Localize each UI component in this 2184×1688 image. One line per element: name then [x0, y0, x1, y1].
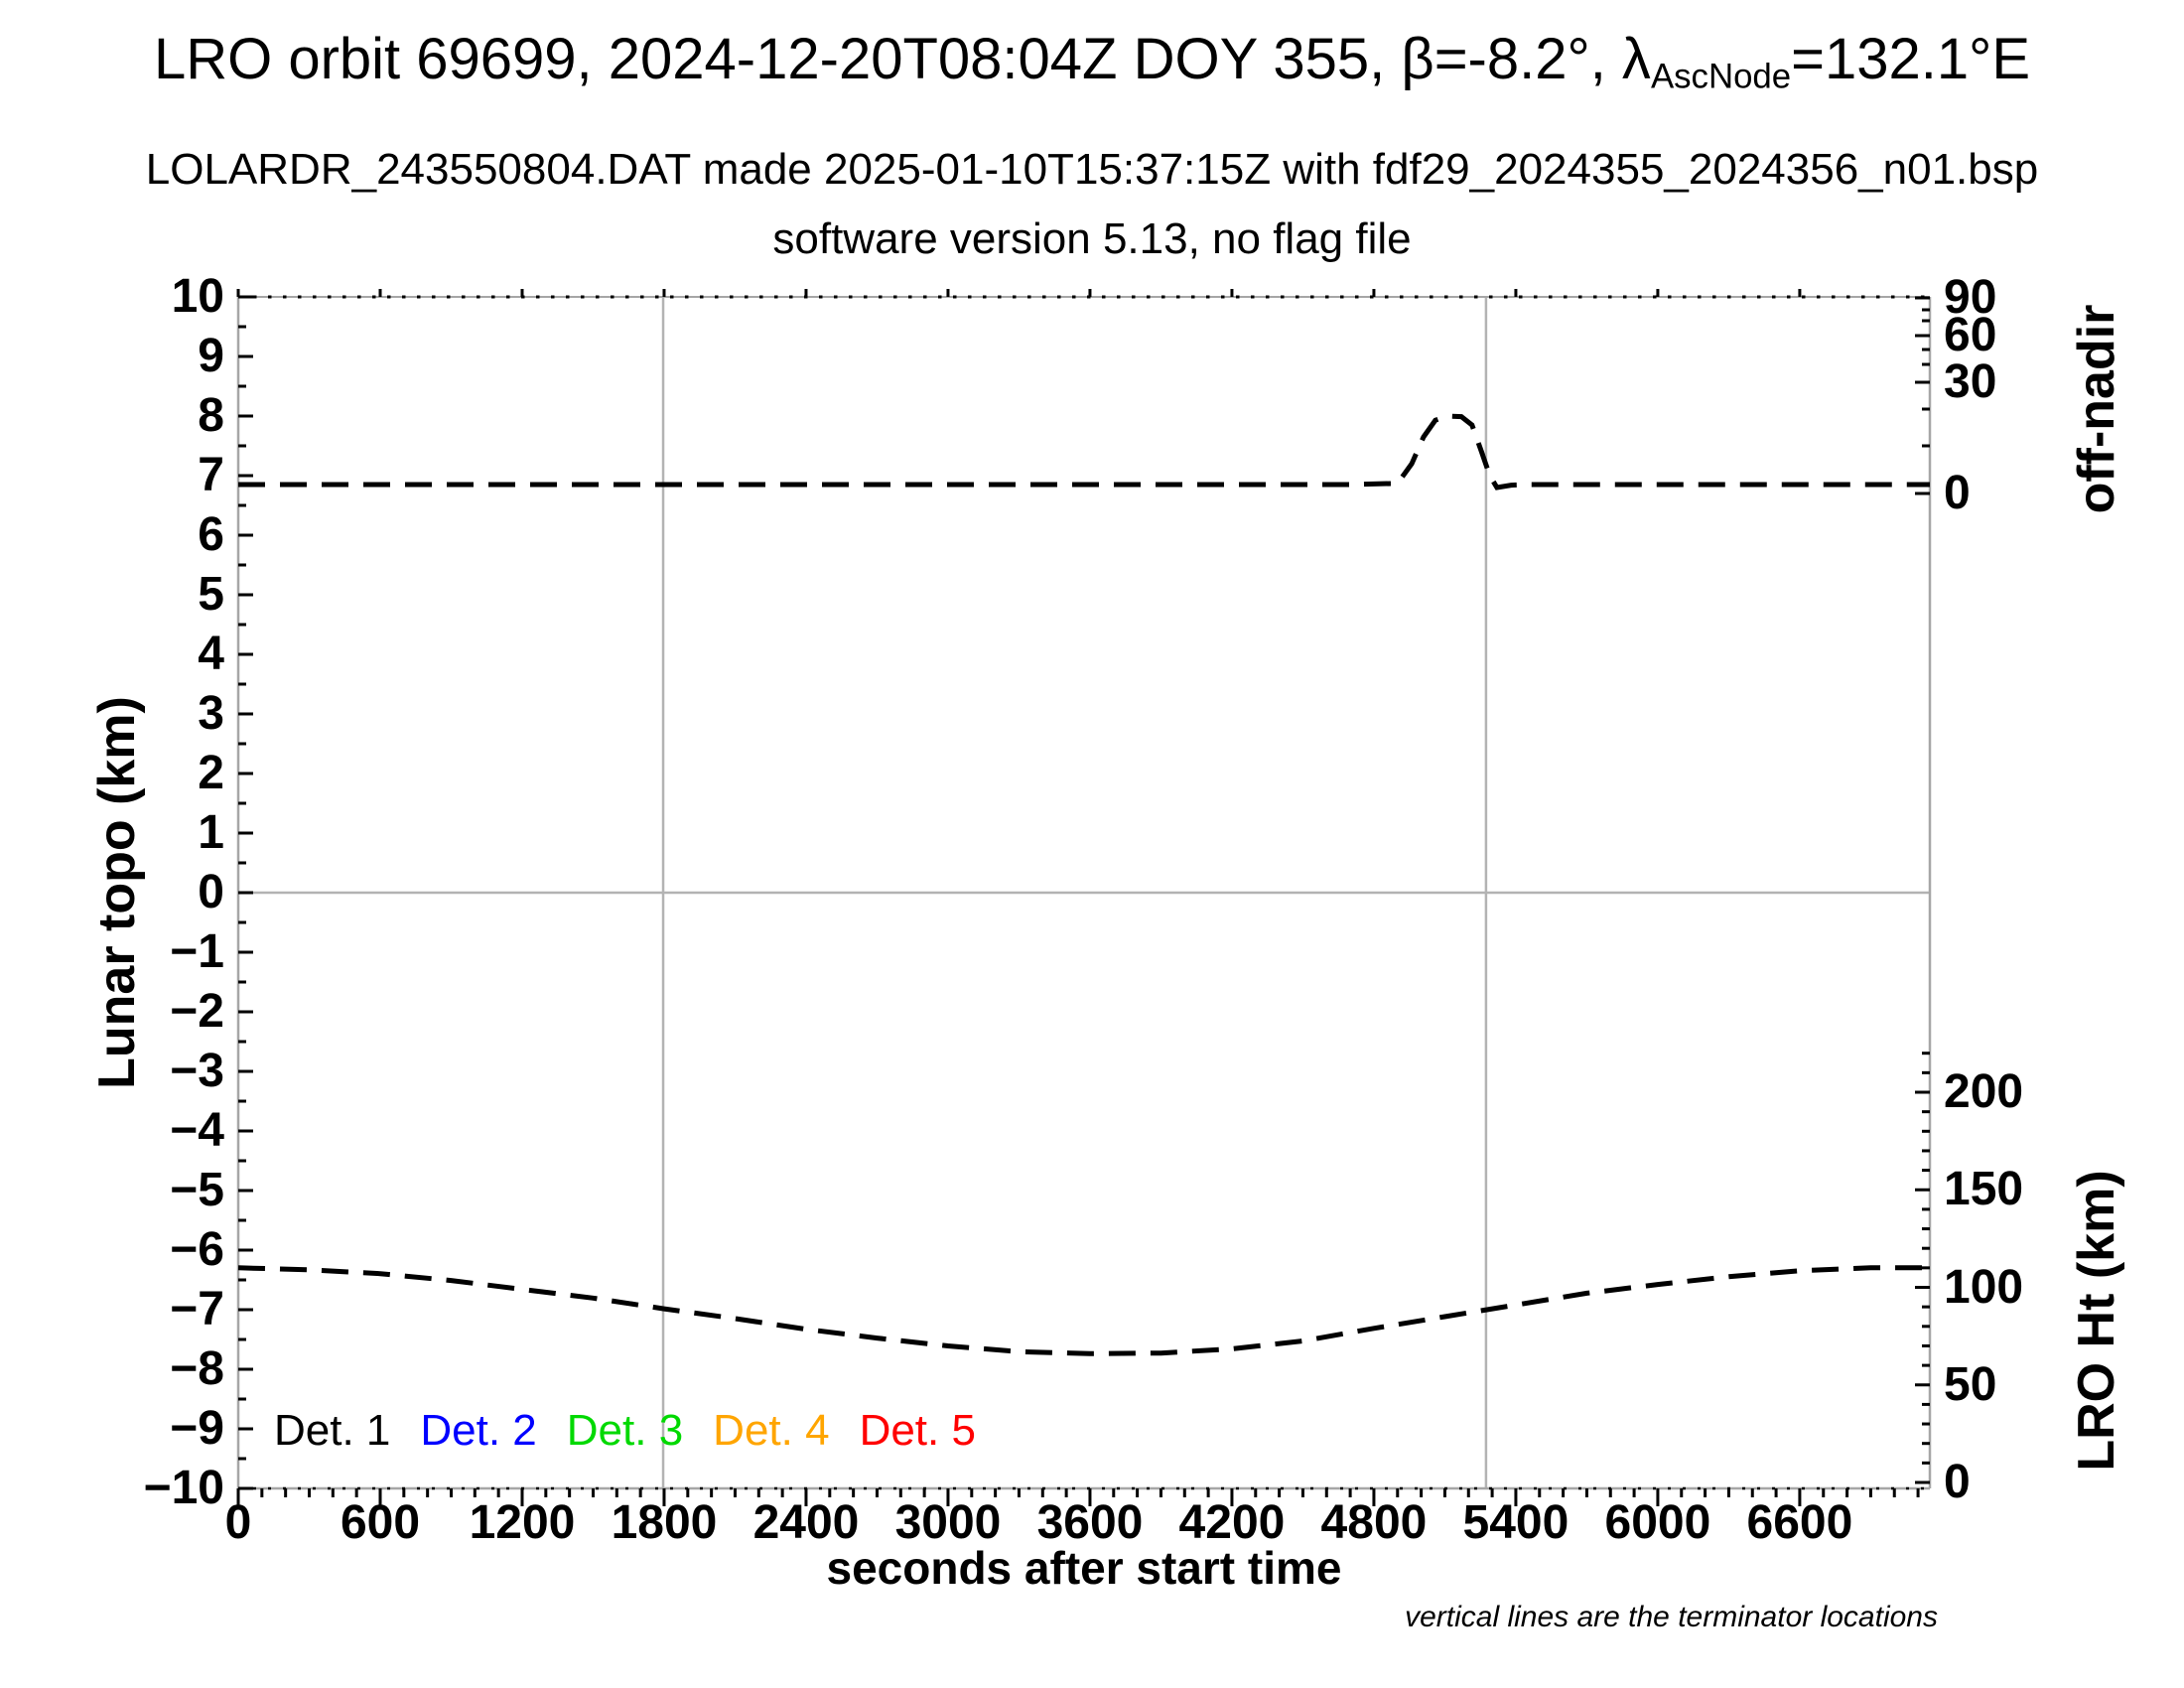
topo-tick-label: 4	[198, 628, 224, 680]
topo-tick-label: −6	[170, 1223, 224, 1276]
topo-tick-label: −3	[170, 1045, 224, 1097]
x-axis-title: seconds after start time	[826, 1542, 1342, 1594]
detector-legend: Det. 1 Det. 2 Det. 3 Det. 4 Det. 5	[274, 1406, 976, 1456]
x-tick-label: 0	[224, 1496, 252, 1549]
terminator-note: vertical lines are the terminator locati…	[1405, 1601, 1938, 1633]
legend-item-det-4: Det. 4	[713, 1406, 830, 1455]
lro-ht-tick-label: 50	[1944, 1357, 1997, 1411]
lro-ht-tick-label: 200	[1944, 1065, 2024, 1118]
lro-ht-tick-label: 0	[1944, 1456, 1971, 1508]
topo-tick-label: −9	[170, 1402, 224, 1455]
plot-subtitle-software: software version 5.13, no flag file	[772, 214, 1412, 263]
plot-title: LRO orbit 69699, 2024-12-20T08:04Z DOY 3…	[0, 26, 2184, 97]
off-nadir-curve	[238, 413, 1930, 491]
legend-item-det-2: Det. 2	[420, 1406, 537, 1455]
topo-tick-label: 9	[198, 330, 224, 382]
lro-ht-tick-label: 150	[1944, 1163, 2024, 1216]
offnadir-tick-label: 0	[1944, 467, 1971, 519]
offnadir-tick-label: 60	[1944, 309, 1997, 361]
x-tick-label: 6600	[1746, 1496, 1853, 1549]
offnadir-tick-label: 30	[1944, 355, 1997, 408]
x-tick-label: 5400	[1462, 1496, 1570, 1549]
plot-title-subscript: AscNode	[1650, 57, 1792, 96]
topo-tick-label: 0	[198, 866, 224, 918]
topo-tick-label: −8	[170, 1342, 224, 1395]
x-tick-label: 1200	[469, 1496, 576, 1549]
x-tick-label: 6000	[1604, 1496, 1711, 1549]
x-tick-label: 3600	[1036, 1496, 1144, 1549]
topo-tick-label: 1	[198, 806, 224, 859]
legend-item-det-3: Det. 3	[566, 1406, 684, 1455]
topo-tick-label: 3	[198, 687, 224, 740]
plot-subtitle-filename: LOLARDR_243550804.DAT made 2025-01-10T15…	[145, 145, 2039, 194]
x-tick-label: 600	[340, 1496, 421, 1549]
topo-tick-label: −2	[170, 985, 224, 1038]
x-tick-label: 3000	[894, 1496, 1002, 1549]
x-tick-label: 4800	[1320, 1496, 1428, 1549]
topo-tick-label: −10	[143, 1462, 224, 1514]
topo-tick-label: 8	[198, 389, 224, 442]
topo-tick-label: 7	[198, 449, 224, 501]
topo-tick-label: 5	[198, 568, 224, 621]
topo-tick-label: 10	[171, 270, 224, 323]
x-tick-label: 2400	[752, 1496, 860, 1549]
topo-tick-label: −5	[170, 1164, 224, 1216]
legend-item-det-5: Det. 5	[859, 1406, 976, 1455]
offnadir-axis-title: off-nadir	[2068, 304, 2125, 514]
offnadir-tick-label: 90	[1944, 271, 1997, 324]
lro-height-curve	[237, 1265, 1930, 1356]
lro-ht-tick-label: 100	[1944, 1260, 2024, 1314]
lro-height-axis-title: LRO Ht (km)	[2068, 1170, 2125, 1472]
plot-title-post: =132.1°E	[1791, 27, 2031, 91]
legend-item-det-1: Det. 1	[274, 1406, 391, 1455]
topo-tick-label: 6	[198, 508, 224, 561]
plot-title-pre: LRO orbit 69699, 2024-12-20T08:04Z DOY 3…	[153, 27, 1651, 91]
topo-tick-label: −4	[170, 1104, 224, 1157]
x-tick-label: 4200	[1178, 1496, 1286, 1549]
topo-tick-label: 2	[198, 747, 224, 799]
topo-tick-label: −1	[170, 925, 224, 978]
x-tick-label: 1800	[611, 1496, 718, 1549]
topo-tick-label: −7	[170, 1283, 224, 1336]
